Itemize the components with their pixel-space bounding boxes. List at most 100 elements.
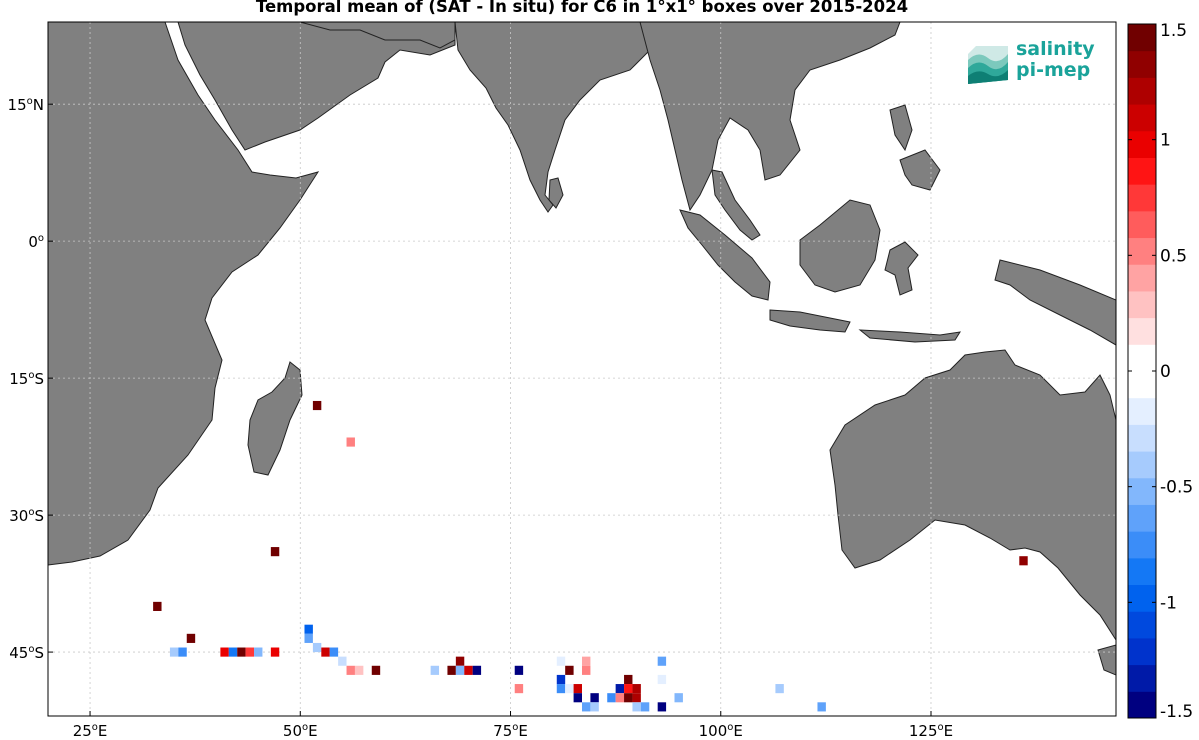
data-cell [346, 437, 355, 447]
data-cell [312, 642, 322, 653]
map-title: Temporal mean of (SAT - In situ) for C6 … [255, 0, 909, 16]
colorbar-segment [1128, 584, 1156, 612]
data-cell [304, 633, 313, 643]
data-cell [565, 684, 574, 694]
colorbar-segment [1128, 130, 1156, 158]
data-cell [674, 693, 683, 703]
land-seasia [639, 22, 901, 212]
data-cell [556, 674, 566, 685]
data-cell [472, 665, 482, 675]
colorbar-tick-label: 1 [1160, 131, 1171, 151]
lon-tick-label: 125oE [909, 722, 953, 740]
colorbar-segment [1128, 50, 1156, 78]
data-cell [430, 665, 440, 675]
colorbar-segment [1128, 504, 1156, 532]
logo-waves-icon [968, 46, 1008, 84]
lat-tick-label: 15oS [9, 370, 44, 388]
lat-tick-label: 15oN [8, 96, 44, 114]
data-cell [657, 656, 667, 666]
data-cell [582, 702, 591, 712]
data-cell [514, 684, 524, 694]
colorbar-segment [1128, 344, 1156, 372]
data-cell [582, 665, 591, 675]
data-cell [624, 693, 633, 703]
land-sumatra [679, 209, 771, 301]
data-cell [321, 647, 330, 657]
data-cell [615, 693, 625, 703]
land-sulawesi [884, 241, 919, 296]
data-cell [775, 684, 784, 694]
data-cell [657, 674, 667, 685]
colorbar-segment [1128, 611, 1156, 639]
land-australia [829, 349, 1116, 641]
data-cell [220, 647, 229, 657]
data-cell [270, 547, 280, 557]
data-cell [270, 647, 280, 657]
data-cells [153, 400, 1028, 712]
data-cell [455, 656, 465, 666]
land-srilanka [548, 177, 564, 209]
data-cell [582, 656, 591, 666]
data-cell [573, 684, 582, 694]
lat-tick-label: 0o [28, 233, 44, 251]
data-cell [565, 665, 574, 675]
data-cell [447, 665, 456, 675]
data-cell [624, 684, 633, 694]
map-frame [47, 21, 1117, 717]
colorbar-segment [1128, 637, 1156, 666]
colorbar-tick-label: -1.5 [1160, 702, 1193, 722]
colorbar-segment [1128, 424, 1156, 452]
data-cell [590, 693, 599, 703]
colorbar-segment [1128, 397, 1156, 425]
colorbar-segment [1128, 664, 1156, 692]
land-layer [48, 22, 1116, 676]
data-cell [153, 601, 162, 611]
lon-tick-label: 75oE [493, 722, 528, 740]
land-borneo [799, 199, 881, 293]
colorbar-segment [1128, 104, 1156, 132]
land-tasmania [1097, 644, 1116, 676]
data-cell [346, 665, 355, 675]
data-cell [624, 674, 633, 685]
lat-tick-labels: 15oN 0o 15oS 30oS 45oS [8, 96, 53, 662]
data-cell [556, 656, 566, 666]
colorbar-segment [1128, 371, 1156, 399]
colorbar-segment [1128, 210, 1156, 239]
data-cell [657, 702, 667, 712]
data-cell [1019, 556, 1028, 566]
data-cell [455, 665, 465, 675]
data-cell [632, 693, 641, 703]
data-cell [237, 647, 246, 657]
colorbar-tick-label: 0.5 [1160, 246, 1187, 266]
data-cell [169, 647, 179, 657]
colorbar-segment [1128, 77, 1156, 105]
data-cell [245, 647, 255, 657]
data-cell [354, 665, 364, 675]
lon-tick-label: 50oE [283, 722, 318, 740]
land-java [769, 309, 851, 333]
colorbar-segment [1128, 290, 1156, 319]
land-malay [711, 169, 761, 241]
colorbar-segment [1128, 691, 1156, 719]
data-cell [556, 684, 566, 694]
colorbar-segment [1128, 477, 1156, 505]
data-cell [186, 633, 196, 643]
data-cell [632, 684, 641, 694]
salinity-pi-mep-logo: salinity pi-mep [964, 38, 1095, 88]
data-cell [640, 702, 650, 712]
data-cell [178, 647, 187, 657]
colorbar-segment [1128, 237, 1156, 265]
data-cell [338, 656, 347, 666]
colorbar-tick-label: 1.5 [1160, 21, 1187, 41]
colorbar-segment [1128, 264, 1156, 292]
colorbar-segment [1128, 451, 1156, 479]
data-cell [329, 647, 339, 657]
colorbar-segment [1128, 317, 1156, 345]
lon-tick-label: 100oE [699, 722, 743, 740]
land-iran [299, 22, 456, 49]
logo-text-pimep: pi-mep [1016, 59, 1091, 81]
land-arabia [177, 22, 456, 151]
colorbar-tick-label: -0.5 [1160, 478, 1193, 498]
land-sunda [858, 329, 961, 343]
